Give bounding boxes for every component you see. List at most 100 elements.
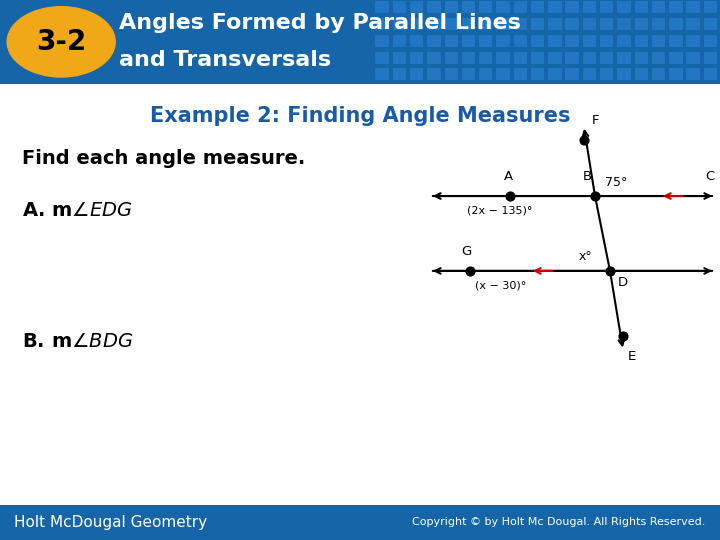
- Text: (x − 30)°: (x − 30)°: [475, 280, 526, 291]
- Bar: [513, 51, 527, 64]
- Bar: [461, 34, 475, 47]
- Text: A: A: [503, 170, 513, 183]
- Bar: [651, 17, 665, 30]
- Bar: [616, 17, 631, 30]
- Text: Copyright © by Holt Mc Dougal. All Rights Reserved.: Copyright © by Holt Mc Dougal. All Right…: [413, 517, 706, 528]
- Bar: [426, 1, 441, 14]
- Bar: [374, 51, 389, 64]
- Bar: [582, 51, 596, 64]
- Bar: [668, 51, 683, 64]
- Bar: [409, 51, 423, 64]
- Bar: [513, 17, 527, 30]
- Text: Angles Formed by Parallel Lines: Angles Formed by Parallel Lines: [119, 14, 521, 33]
- Bar: [634, 34, 648, 47]
- Bar: [651, 51, 665, 64]
- Bar: [478, 68, 492, 80]
- Bar: [668, 17, 683, 30]
- Bar: [703, 34, 717, 47]
- Text: (2x − 135)°: (2x − 135)°: [467, 205, 533, 215]
- Point: [617, 332, 629, 341]
- Bar: [530, 68, 544, 80]
- Bar: [634, 68, 648, 80]
- Bar: [478, 51, 492, 64]
- Bar: [409, 34, 423, 47]
- Bar: [409, 17, 423, 30]
- Bar: [547, 34, 562, 47]
- Bar: [564, 17, 579, 30]
- Bar: [651, 68, 665, 80]
- Bar: [374, 68, 389, 80]
- Bar: [495, 68, 510, 80]
- Bar: [547, 17, 562, 30]
- Bar: [426, 17, 441, 30]
- Bar: [651, 34, 665, 47]
- Bar: [685, 34, 700, 47]
- Bar: [668, 34, 683, 47]
- Bar: [685, 1, 700, 14]
- Bar: [444, 1, 458, 14]
- Bar: [703, 1, 717, 14]
- Bar: [668, 1, 683, 14]
- Bar: [478, 34, 492, 47]
- Point: [504, 192, 516, 200]
- Bar: [409, 68, 423, 80]
- Ellipse shape: [7, 6, 115, 77]
- Text: and Transversals: and Transversals: [119, 50, 331, 70]
- Text: F: F: [592, 114, 599, 127]
- Bar: [392, 68, 406, 80]
- Bar: [582, 34, 596, 47]
- Text: B. m$\angle$$\it{BDG}$: B. m$\angle$$\it{BDG}$: [22, 332, 133, 350]
- Bar: [703, 51, 717, 64]
- Bar: [616, 51, 631, 64]
- Bar: [599, 34, 613, 47]
- Bar: [564, 51, 579, 64]
- Text: x°: x°: [578, 251, 592, 264]
- Bar: [513, 1, 527, 14]
- Bar: [461, 51, 475, 64]
- Bar: [685, 51, 700, 64]
- Bar: [461, 1, 475, 14]
- Bar: [392, 34, 406, 47]
- Text: Example 2: Finding Angle Measures: Example 2: Finding Angle Measures: [150, 106, 570, 126]
- Bar: [426, 34, 441, 47]
- Bar: [703, 68, 717, 80]
- Text: Find each angle measure.: Find each angle measure.: [22, 149, 305, 168]
- Bar: [599, 68, 613, 80]
- Text: 75°: 75°: [605, 176, 627, 188]
- Bar: [444, 51, 458, 64]
- Bar: [444, 17, 458, 30]
- Bar: [444, 68, 458, 80]
- Bar: [495, 17, 510, 30]
- Bar: [634, 51, 648, 64]
- Bar: [616, 1, 631, 14]
- Bar: [461, 68, 475, 80]
- Bar: [478, 17, 492, 30]
- Point: [578, 136, 590, 144]
- Bar: [564, 68, 579, 80]
- Bar: [495, 51, 510, 64]
- Bar: [444, 34, 458, 47]
- Bar: [582, 17, 596, 30]
- Bar: [668, 68, 683, 80]
- Bar: [374, 17, 389, 30]
- Text: A. m$\angle$$\it{EDG}$: A. m$\angle$$\it{EDG}$: [22, 200, 132, 220]
- Bar: [426, 51, 441, 64]
- Bar: [461, 17, 475, 30]
- Bar: [547, 1, 562, 14]
- Text: C: C: [705, 170, 714, 183]
- Text: E: E: [628, 349, 636, 362]
- Text: B: B: [582, 170, 592, 183]
- Point: [464, 267, 476, 275]
- Bar: [685, 68, 700, 80]
- Bar: [703, 17, 717, 30]
- Bar: [409, 1, 423, 14]
- Bar: [616, 68, 631, 80]
- Point: [604, 267, 616, 275]
- Bar: [513, 68, 527, 80]
- Bar: [478, 1, 492, 14]
- Text: D: D: [618, 275, 628, 288]
- Bar: [495, 34, 510, 47]
- Bar: [547, 51, 562, 64]
- Bar: [513, 34, 527, 47]
- Bar: [564, 34, 579, 47]
